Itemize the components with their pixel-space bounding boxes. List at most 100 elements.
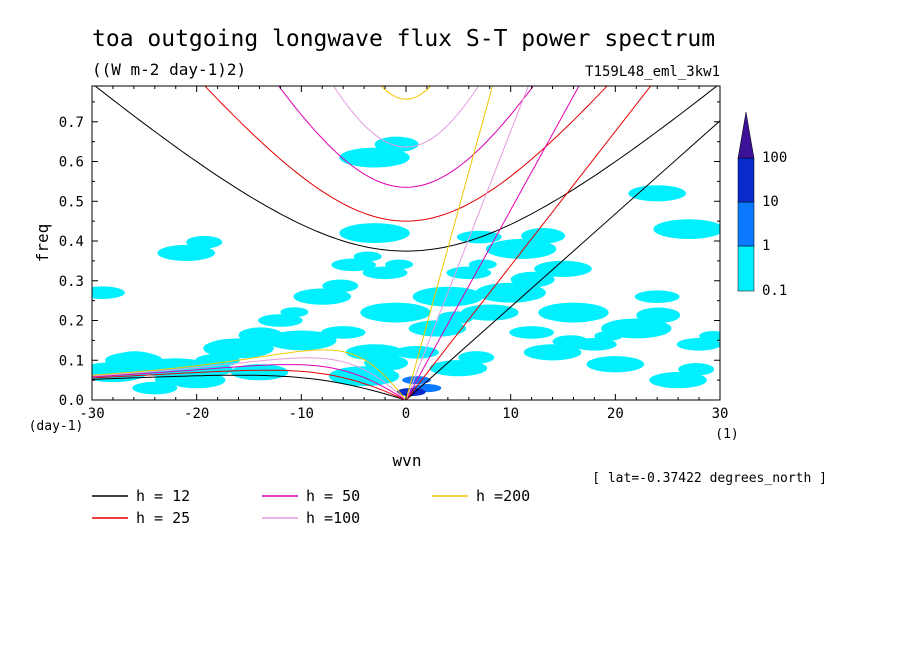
spectrum-blob	[586, 356, 645, 373]
spectrum-blob	[374, 136, 419, 153]
spectrum-blob	[412, 286, 484, 307]
colorbar: 0.1 1 10 100	[737, 111, 787, 299]
dispersion-curve-h200-kelvin	[405, 86, 494, 400]
y-axis-label: freq	[33, 224, 52, 263]
spectrum-blob	[521, 228, 566, 244]
y-tick-label: 0.2	[59, 314, 84, 330]
y-tick-label: 0.7	[59, 115, 84, 131]
y-tick-label: 0.5	[59, 194, 84, 210]
y-tick-label: 0.4	[59, 234, 84, 250]
spectrum-blob	[396, 388, 426, 397]
chart-title: toa outgoing longwave flux S-T power spe…	[92, 26, 715, 52]
dispersion-curve-h50-rossby	[92, 364, 407, 400]
spectrum-blob	[238, 327, 283, 343]
colorbar-level-label: 100	[762, 150, 787, 166]
y-tick-label: 0.3	[59, 274, 84, 290]
spectrum-blob	[339, 223, 410, 243]
legend-label: h =100	[306, 509, 360, 527]
dispersion-curve-h25-rossby	[92, 369, 407, 400]
dispersion-curve-h25-inertia-gravity	[204, 86, 608, 222]
spectrum-blob	[331, 258, 377, 272]
spectrum-blob	[538, 302, 609, 323]
dispersion-curve-h12-rossby	[92, 374, 407, 400]
spectrum-blob	[293, 288, 352, 305]
spectrum-blob	[601, 318, 672, 339]
spectrum-blob	[132, 381, 178, 395]
dispersion-curve-h12-inertia-gravity	[94, 86, 718, 252]
spectrum-blob	[678, 363, 715, 376]
dispersion-curve-h200-rossby	[92, 349, 407, 400]
spectrum-blob	[92, 286, 125, 299]
spectrum-blob	[360, 302, 431, 323]
spectrum-blob	[394, 346, 439, 359]
spectrum-blob	[322, 279, 359, 293]
y-tick-label: 0.6	[59, 155, 84, 171]
colorbar-arrow	[737, 111, 755, 159]
spectrum-blob	[468, 259, 497, 270]
spectrum-blob	[353, 251, 382, 262]
y-tick-label: 0.1	[59, 353, 84, 369]
spectrum-blob	[203, 338, 274, 359]
x-unit-label: (1)	[715, 427, 738, 442]
spectrum-blob	[429, 360, 488, 377]
dispersion-curves	[92, 86, 720, 400]
plot-area	[92, 86, 720, 400]
spectrum-blob	[280, 307, 309, 318]
spectrum-blob	[258, 314, 303, 327]
colorbar-box	[737, 245, 755, 292]
spectrum-blob	[266, 330, 337, 351]
spectrum-blob	[408, 320, 467, 337]
spectrum-blob	[699, 331, 720, 341]
x-tick-label: -20	[184, 406, 209, 422]
colorbar-box	[737, 201, 755, 247]
legend-label: h =200	[476, 487, 530, 505]
spectrum-blob	[509, 326, 554, 339]
x-tick-label: 30	[712, 406, 729, 422]
run-label: T159L48_eml_3kw1	[585, 64, 720, 80]
latitude-footnote: [ lat=-0.37422 degrees_north ]	[592, 471, 827, 486]
legend-label: h = 25	[136, 509, 190, 527]
spectrum-blob	[510, 271, 555, 288]
spectrum-blob	[676, 338, 720, 351]
x-tick-label: 10	[502, 406, 519, 422]
colorbar-level-label: 0.1	[762, 283, 787, 299]
spectrum-blob	[186, 235, 223, 249]
spectrum-blob	[460, 304, 519, 321]
spectrum-blob	[112, 351, 157, 367]
spectrum-blob	[458, 351, 495, 364]
dispersion-curve-h100-kelvin	[405, 86, 529, 400]
legend-label: h = 50	[306, 487, 360, 505]
x-tick-label: 0	[402, 406, 410, 422]
colorbar-level-label: 1	[762, 238, 770, 254]
dispersion-curve-h50-kelvin	[405, 86, 580, 400]
x-tick-label: 20	[607, 406, 624, 422]
chart-subtitle: ((W m-2 day-1)2)	[92, 60, 246, 79]
spectrum-blob	[485, 239, 557, 259]
colorbar-level-label: 10	[762, 194, 779, 210]
spectrum-blob	[634, 290, 680, 303]
y-tick-label: 0.0	[59, 393, 84, 409]
x-tick-label: -30	[79, 406, 104, 422]
spectrum-blob	[636, 307, 681, 323]
spectrum-blob	[572, 338, 617, 351]
spectrum-blob	[628, 185, 686, 202]
legend: h = 12 h = 25 h = 50 h =100 h =200	[92, 487, 530, 527]
axes: -30 -20 -10 0 10 20 30 0.0 0.1 0.2 0.3 0.4 0.5 0.6 0.7	[59, 86, 729, 422]
dispersion-curve-h25-kelvin	[405, 86, 652, 400]
x-tick-label: -10	[289, 406, 314, 422]
spectrum-blob	[446, 266, 492, 280]
spectrum-blob	[364, 355, 409, 371]
dispersion-curve-h200-inertia-gravity	[380, 86, 432, 100]
dispersion-curve-h100-rossby	[92, 357, 407, 400]
spectrum-blob	[523, 344, 582, 361]
spectrum-blob	[385, 259, 414, 270]
spectrum-blob	[653, 219, 720, 239]
x-axis-label: wvn	[393, 451, 422, 470]
spectrum-shading	[92, 136, 720, 397]
spectrum-blob	[534, 260, 592, 277]
spectrum-blob	[362, 266, 408, 280]
spectrum-blob	[649, 372, 707, 389]
dispersion-curve-h100-inertia-gravity	[332, 86, 480, 148]
dispersion-curve-h50-inertia-gravity	[278, 86, 534, 188]
spectrum-blob	[157, 244, 215, 262]
